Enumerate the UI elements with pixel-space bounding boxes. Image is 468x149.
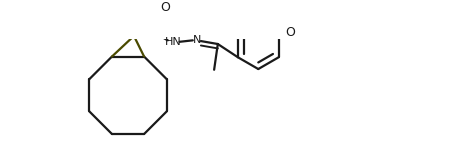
Text: O: O: [285, 26, 295, 39]
Text: N: N: [193, 35, 201, 45]
Text: O: O: [160, 1, 170, 14]
Text: HN: HN: [165, 37, 182, 47]
